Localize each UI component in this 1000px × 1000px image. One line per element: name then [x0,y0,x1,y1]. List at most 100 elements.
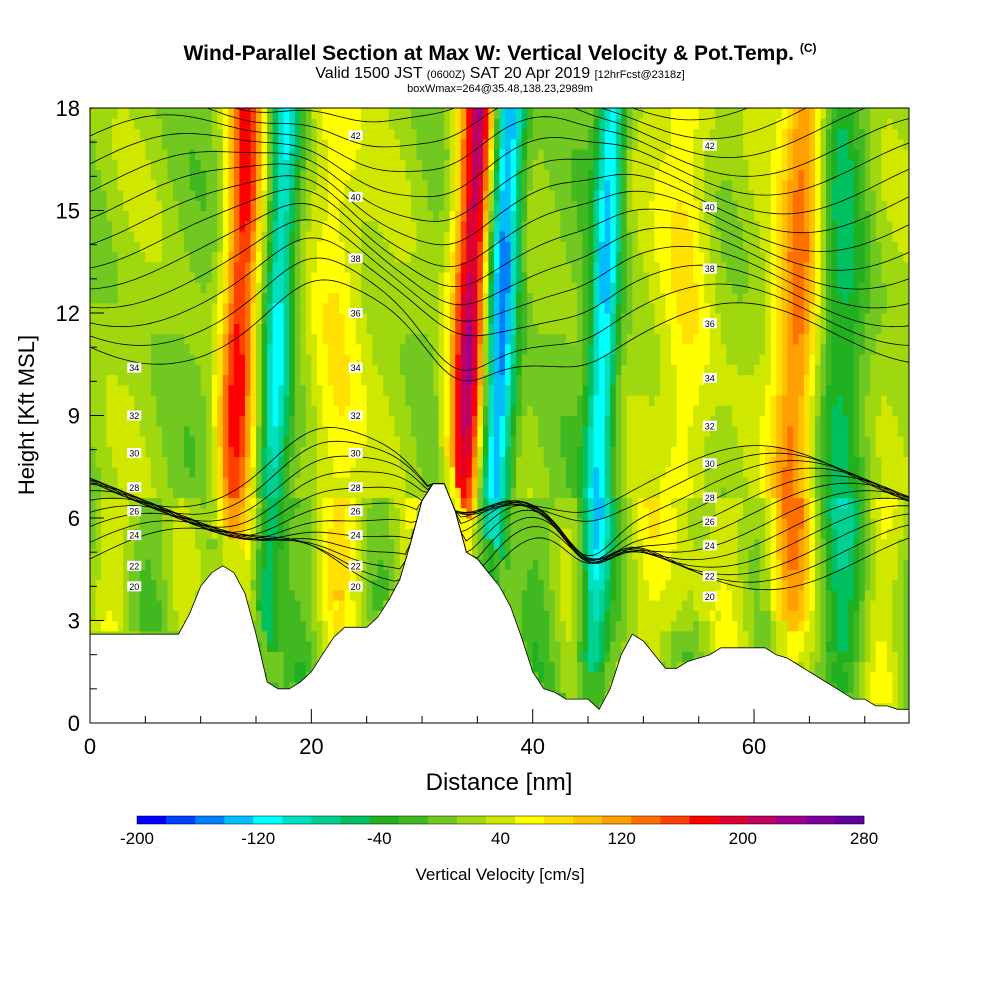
velocity-cell [837,661,844,673]
velocity-cell [765,600,772,611]
velocity-cell [870,507,877,519]
velocity-cell [875,487,882,499]
velocity-cell [482,425,490,437]
velocity-cell [825,477,833,488]
velocity-cell [449,477,456,488]
velocity-cell [704,579,711,591]
velocity-cell [848,528,855,540]
velocity-cell [770,405,777,417]
velocity-cell [676,620,683,632]
velocity-cell [715,384,722,396]
velocity-cell [809,600,816,611]
velocity-cell [488,497,495,509]
velocity-cell [261,415,268,427]
velocity-cell [239,374,246,386]
velocity-cell [759,456,766,468]
velocity-cell [665,456,672,468]
velocity-cell [184,405,191,417]
velocity-cell [704,528,711,540]
velocity-cell [671,528,678,540]
velocity-cell [676,405,683,417]
velocity-cell [632,600,639,611]
velocity-cell [139,436,146,447]
velocity-cell [394,395,401,406]
velocity-cell [621,589,628,601]
velocity-cell [388,456,395,468]
velocity-cell [250,548,257,560]
velocity-cell [344,456,351,468]
velocity-cell [482,456,490,468]
velocity-cell [532,559,539,570]
velocity-cell [123,374,130,386]
velocity-cell [637,528,644,540]
velocity-cell [405,425,412,437]
velocity-cell [289,528,296,540]
velocity-cell [150,436,157,447]
velocity-cell [770,477,777,488]
velocity-cell [344,610,351,622]
velocity-cell [516,507,523,519]
velocity-cell [549,548,556,560]
velocity-cell [776,487,783,499]
velocity-cell [853,569,860,581]
velocity-cell [837,477,844,488]
velocity-cell [388,395,395,406]
velocity-cell [588,425,595,437]
velocity-cell [648,589,656,601]
velocity-cell [626,384,633,396]
velocity-cell [161,579,169,591]
velocity-cell [593,620,600,632]
velocity-cell [892,569,899,581]
velocity-cell [659,589,667,601]
velocity-cell [825,600,833,611]
velocity-cell [150,487,157,499]
velocity-cell [803,466,810,478]
velocity-cell [516,436,523,447]
velocity-cell [549,395,556,406]
velocity-cell [283,548,290,560]
velocity-cell [748,466,755,478]
velocity-cell [455,477,462,488]
velocity-cell [316,579,324,591]
velocity-cell [222,415,229,427]
velocity-cell [886,589,893,601]
velocity-cell [388,538,395,550]
velocity-cell [726,538,733,550]
velocity-cell [488,415,495,427]
velocity-cell [637,589,644,601]
velocity-cell [726,528,733,540]
velocity-cell [742,456,750,468]
velocity-cell [798,528,805,540]
velocity-cell [294,538,301,550]
velocity-cell [261,528,268,540]
velocity-cell [615,425,622,437]
velocity-cell [632,610,639,622]
velocity-cell [648,538,656,550]
velocity-cell [90,518,97,529]
velocity-cell [150,528,157,540]
velocity-cell [173,384,180,396]
velocity-cell [383,395,390,406]
velocity-cell [881,477,888,488]
velocity-cell [117,589,124,601]
velocity-cell [278,569,285,581]
velocity-cell [665,436,672,447]
velocity-cell [870,589,877,601]
velocity-cell [571,661,578,673]
velocity-cell [643,436,650,447]
velocity-cell [206,497,213,509]
velocity-cell [493,384,501,396]
velocity-cell [239,579,246,591]
velocity-cell [538,415,545,427]
velocity-cell [256,456,263,468]
velocity-cell [106,518,113,529]
velocity-cell [560,641,567,652]
velocity-cell [222,548,229,560]
velocity-cell [145,579,152,591]
velocity-cell [211,456,218,468]
velocity-cell [416,405,423,417]
velocity-cell [781,466,788,478]
velocity-cell [333,405,340,417]
velocity-cell [626,466,633,478]
velocity-cell [565,487,573,499]
